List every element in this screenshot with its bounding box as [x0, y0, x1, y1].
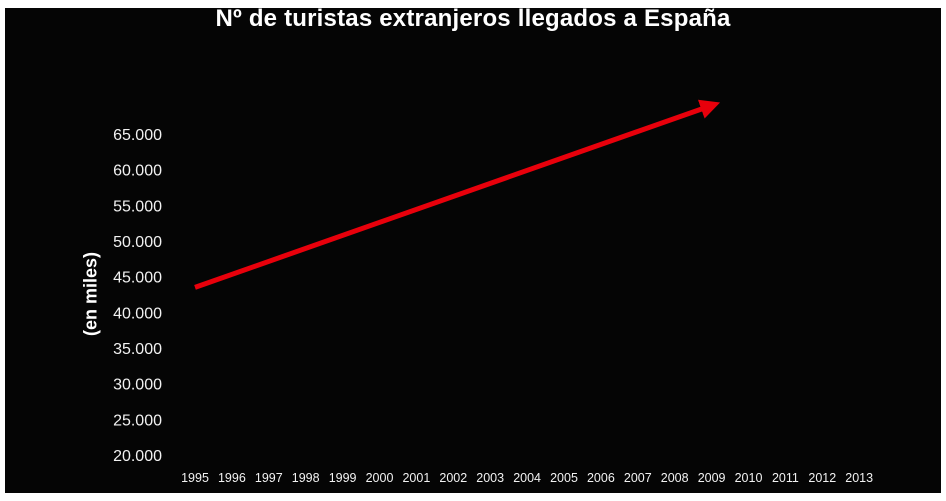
x-tick-label: 2013 — [845, 471, 873, 485]
x-tick-label: 2005 — [550, 471, 578, 485]
x-tick-label: 2011 — [772, 471, 799, 485]
x-tick-label: 2002 — [439, 471, 467, 485]
y-tick-label: 50.000 — [113, 234, 162, 251]
x-tick-label: 1996 — [218, 471, 246, 485]
y-tick-label: 30.000 — [113, 377, 162, 394]
y-tick-label: 45.000 — [113, 270, 162, 287]
x-tick-label: 2007 — [624, 471, 652, 485]
x-tick-label: 2012 — [808, 471, 836, 485]
y-tick-label: 60.000 — [113, 163, 162, 180]
y-tick-label: 20.000 — [113, 448, 162, 465]
x-tick-label: 2000 — [366, 471, 394, 485]
x-tick-label: 1997 — [255, 471, 283, 485]
y-tick-label: 40.000 — [113, 305, 162, 322]
x-tick-label: 2004 — [513, 471, 541, 485]
chart-frame — [5, 8, 941, 493]
y-tick-label: 65.000 — [113, 127, 162, 144]
x-tick-label: 1995 — [181, 471, 209, 485]
x-tick-label: 1999 — [329, 471, 357, 485]
x-tick-label: 2006 — [587, 471, 615, 485]
x-tick-label: 2010 — [735, 471, 763, 485]
series-arrow-line — [194, 99, 721, 290]
y-tick-label: 25.000 — [113, 412, 162, 429]
x-tick-label: 2003 — [476, 471, 504, 485]
y-tick-label: 55.000 — [113, 198, 162, 215]
x-tick-label: 1998 — [292, 471, 320, 485]
chart-title: Nº de turistas extranjeros llegados a Es… — [215, 5, 731, 32]
x-tick-label: 2001 — [402, 471, 430, 485]
y-tick-label: 35.000 — [113, 341, 162, 358]
x-tick-label: 2009 — [698, 471, 726, 485]
x-tick-label: 2008 — [661, 471, 689, 485]
